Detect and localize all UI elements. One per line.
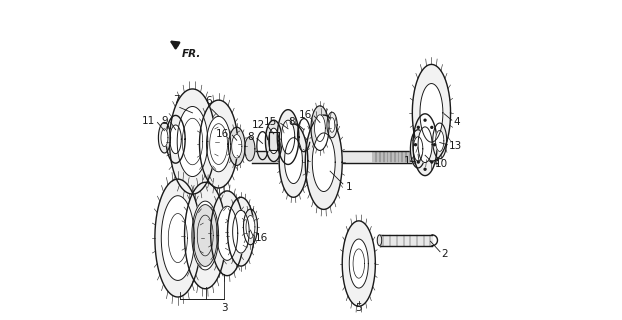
Text: 3: 3 (221, 303, 228, 313)
Ellipse shape (417, 126, 419, 128)
Polygon shape (277, 110, 299, 164)
Text: 2: 2 (442, 249, 448, 259)
Ellipse shape (431, 161, 433, 163)
Polygon shape (411, 130, 425, 168)
Ellipse shape (378, 235, 382, 246)
Polygon shape (279, 124, 308, 197)
Polygon shape (228, 197, 254, 266)
Text: 16: 16 (255, 233, 269, 243)
Polygon shape (170, 89, 215, 194)
Polygon shape (315, 115, 325, 141)
Polygon shape (244, 137, 255, 161)
Polygon shape (435, 130, 444, 151)
Polygon shape (233, 210, 249, 253)
Polygon shape (312, 133, 335, 192)
Text: 16: 16 (216, 129, 229, 139)
Polygon shape (284, 138, 302, 184)
Ellipse shape (424, 168, 426, 170)
Ellipse shape (414, 144, 417, 146)
Polygon shape (311, 106, 329, 150)
Polygon shape (243, 209, 258, 245)
Polygon shape (329, 118, 335, 132)
Polygon shape (200, 100, 238, 188)
Polygon shape (161, 196, 195, 280)
Polygon shape (418, 127, 432, 163)
Polygon shape (349, 239, 368, 288)
Polygon shape (228, 127, 245, 165)
Polygon shape (420, 84, 443, 142)
Polygon shape (211, 191, 244, 276)
Ellipse shape (424, 119, 426, 121)
Text: 11: 11 (142, 116, 155, 126)
Polygon shape (246, 215, 255, 238)
Bar (269, 132, 279, 150)
Text: 9: 9 (162, 116, 169, 126)
Text: 15: 15 (264, 117, 277, 127)
Polygon shape (216, 206, 238, 260)
Text: FR.: FR. (182, 49, 202, 59)
Polygon shape (159, 123, 170, 153)
Polygon shape (161, 129, 168, 147)
Polygon shape (327, 112, 337, 138)
Ellipse shape (431, 126, 433, 128)
Polygon shape (155, 179, 201, 297)
Text: 4: 4 (453, 117, 460, 127)
Text: 7: 7 (174, 95, 180, 105)
Polygon shape (305, 115, 342, 209)
Polygon shape (281, 120, 295, 154)
Polygon shape (207, 116, 231, 172)
Polygon shape (185, 182, 226, 289)
Ellipse shape (434, 144, 435, 146)
Polygon shape (192, 201, 218, 270)
Polygon shape (166, 116, 185, 163)
Polygon shape (266, 120, 282, 162)
Polygon shape (269, 128, 279, 154)
Text: 14: 14 (404, 156, 417, 166)
Text: 10: 10 (435, 159, 448, 169)
Polygon shape (412, 64, 450, 161)
Text: 8: 8 (288, 117, 294, 127)
Polygon shape (231, 134, 242, 158)
Polygon shape (413, 114, 437, 176)
Text: 1: 1 (346, 182, 353, 192)
Text: 5: 5 (356, 303, 362, 313)
Polygon shape (170, 125, 182, 154)
Polygon shape (433, 123, 447, 159)
Text: 12: 12 (251, 120, 265, 130)
Text: 8: 8 (248, 132, 254, 142)
Ellipse shape (417, 161, 419, 163)
Text: 6: 6 (205, 96, 211, 107)
Polygon shape (342, 221, 375, 306)
Polygon shape (413, 137, 423, 161)
Polygon shape (177, 107, 208, 177)
Text: 16: 16 (299, 110, 312, 120)
Text: 13: 13 (448, 141, 462, 151)
Polygon shape (193, 204, 217, 267)
